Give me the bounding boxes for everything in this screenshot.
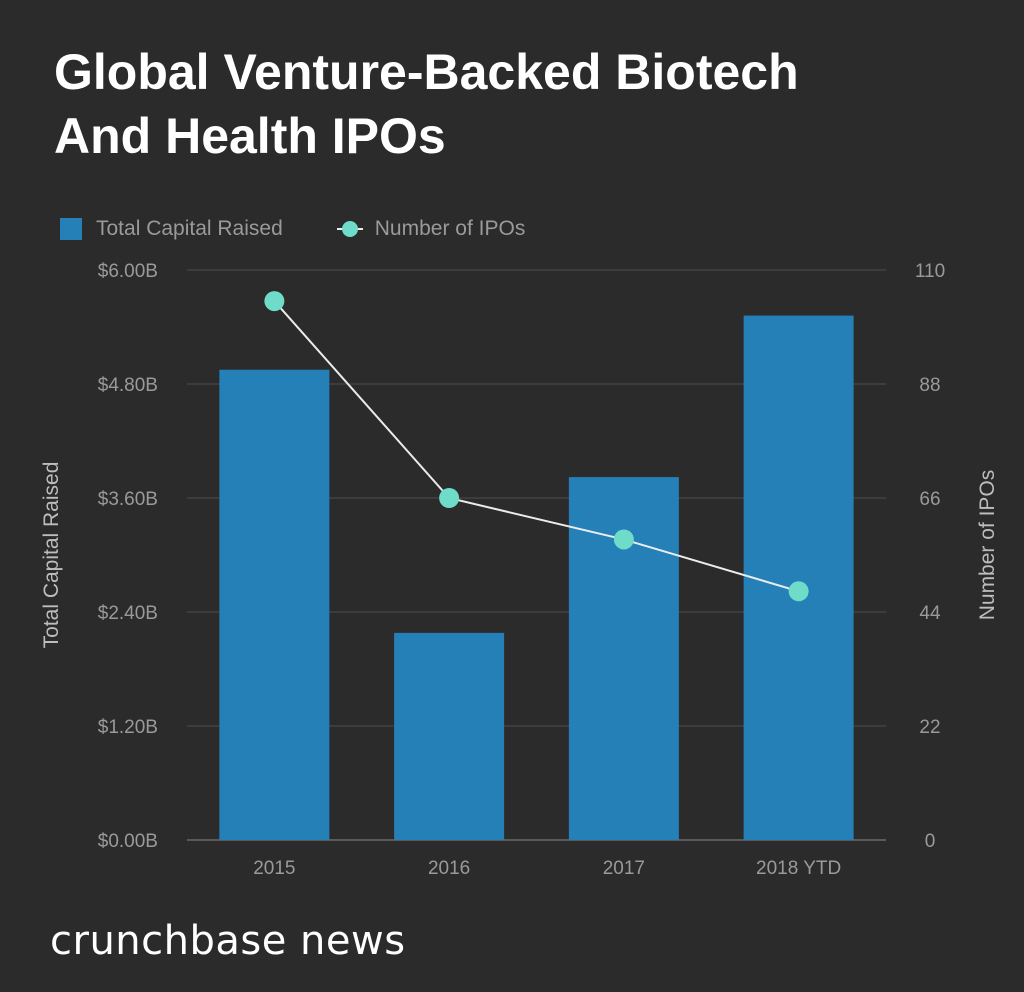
ipo-point-2015 xyxy=(264,291,285,312)
legend-dot-marker xyxy=(341,221,358,237)
ipo-point-2016 xyxy=(439,488,460,508)
y-tick-left-0: $0.00B xyxy=(98,831,158,852)
ipo-count-line xyxy=(273,300,799,593)
legend-line-marker xyxy=(336,218,363,240)
y-tick-right-0: 0 xyxy=(925,831,936,852)
bar-2015 xyxy=(219,369,330,840)
y-tick-left-4: $4.80B xyxy=(98,375,158,396)
legend-label-total-capital: Total Capital Raised xyxy=(96,217,283,240)
ipo-point-2018-ytd xyxy=(788,581,809,602)
chart-title: Global Venture-Backed Biotech And Health… xyxy=(54,40,974,168)
x-tick-3: 2018 YTD xyxy=(756,858,841,879)
x-tick-0: 2015 xyxy=(253,858,295,879)
legend-item-total-capital: Total Capital Raised xyxy=(60,217,283,241)
y-tick-right-4: 88 xyxy=(919,375,940,396)
y-tick-right-3: 66 xyxy=(919,489,940,510)
y-tick-left-2: $2.40B xyxy=(98,603,158,624)
y-tick-right-2: 44 xyxy=(919,603,941,624)
y-tick-left-5: $6.00B xyxy=(98,261,158,282)
y-tick-right-1: 22 xyxy=(919,717,940,738)
bar-2018-ytd xyxy=(743,315,854,841)
crunchbase-news-logo: crunchbase news xyxy=(50,918,406,964)
y-axis-title-left: Total Capital Raised xyxy=(40,462,63,649)
y-tick-left-3: $3.60B xyxy=(98,489,158,510)
chart-title-line-1: Global Venture-Backed Biotech xyxy=(54,44,799,100)
legend-bar-swatch xyxy=(60,218,82,240)
chart-title-line-2: And Health IPOs xyxy=(54,108,446,164)
y-tick-left-1: $1.20B xyxy=(98,717,158,738)
combo-chart: $0.00B 0 $1.20B 22 $2.40B 44 $3.60B 66 $4.80B 88 $… xyxy=(40,261,999,879)
chart-legend: Total Capital Raised Number of IPOs xyxy=(60,214,579,244)
y-tick-right-5: 110 xyxy=(915,261,945,282)
y-axis-title-right: Number of IPOs xyxy=(976,470,999,621)
ipo-point-2017 xyxy=(613,529,634,550)
bar-2016 xyxy=(394,632,505,840)
legend-item-number-of-ipos: Number of IPOs xyxy=(336,217,526,241)
legend-label-number-of-ipos: Number of IPOs xyxy=(374,217,526,240)
x-tick-1: 2016 xyxy=(428,858,470,879)
x-tick-2: 2017 xyxy=(603,858,645,879)
